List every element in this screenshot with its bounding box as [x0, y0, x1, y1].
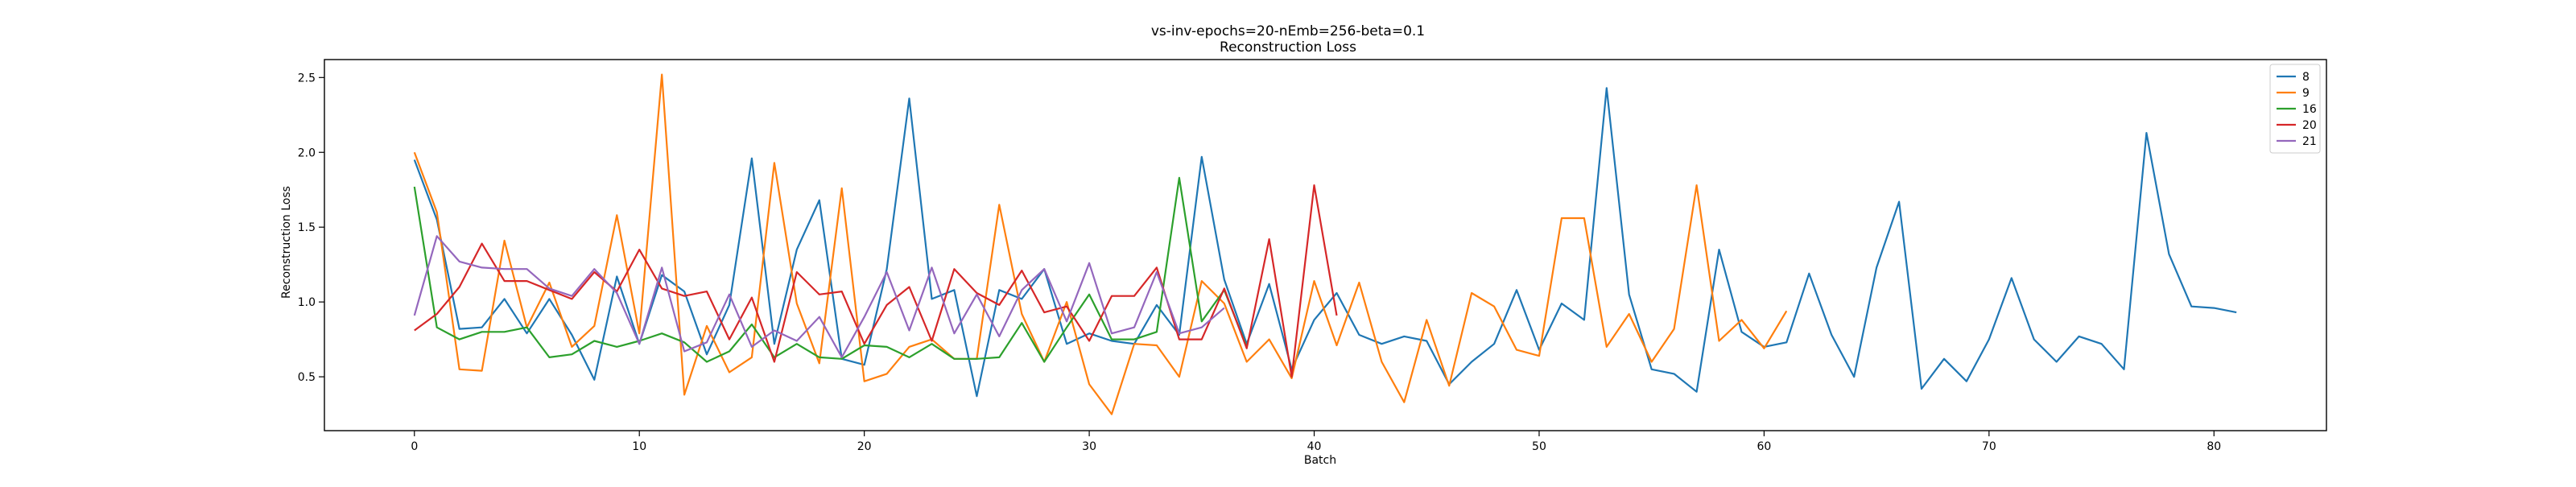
- chart-subtitle: Reconstruction Loss: [1220, 39, 1356, 56]
- chart-title: vs-inv-epochs=20-nEmb=256-beta=0.1: [1151, 23, 1425, 39]
- legend-label-21: 21: [2302, 135, 2317, 148]
- legend-label-9: 9: [2302, 87, 2310, 100]
- x-tick-label: 50: [1532, 440, 1546, 453]
- x-axis: 0 10 20 30 40 50 60 70 80: [411, 431, 2221, 453]
- series-line-21: [413, 235, 1225, 358]
- series-line-8: [413, 87, 2237, 398]
- x-tick-label: 40: [1307, 440, 1322, 453]
- y-axis: 0.5 1.0 1.5 2.0 2.5: [298, 72, 324, 384]
- y-axis-label: Reconstruction Loss: [280, 186, 293, 299]
- y-tick-label: 1.5: [298, 221, 316, 234]
- legend-label-16: 16: [2302, 103, 2317, 116]
- x-tick-label: 0: [411, 440, 418, 453]
- y-tick-label: 2.5: [298, 72, 316, 85]
- x-tick-label: 30: [1082, 440, 1096, 453]
- x-tick-label: 10: [632, 440, 646, 453]
- series-line-9: [413, 73, 1788, 415]
- series-line-16: [413, 176, 1248, 363]
- x-axis-label: Batch: [1304, 454, 1336, 467]
- x-tick-label: 20: [857, 440, 872, 453]
- x-tick-label: 80: [2207, 440, 2221, 453]
- y-tick-label: 2.0: [298, 147, 316, 159]
- legend-label-20: 20: [2302, 119, 2317, 132]
- plot-frame: [324, 59, 2327, 431]
- series-line-20: [414, 184, 1338, 378]
- x-tick-label: 70: [1982, 440, 1996, 453]
- series-layer: [413, 73, 2237, 415]
- y-tick-label: 0.5: [298, 371, 316, 384]
- legend: 8 9 16 20 21: [2269, 64, 2321, 154]
- x-tick-label: 60: [1757, 440, 1771, 453]
- y-tick-label: 1.0: [298, 296, 316, 309]
- legend-label-8: 8: [2302, 71, 2310, 84]
